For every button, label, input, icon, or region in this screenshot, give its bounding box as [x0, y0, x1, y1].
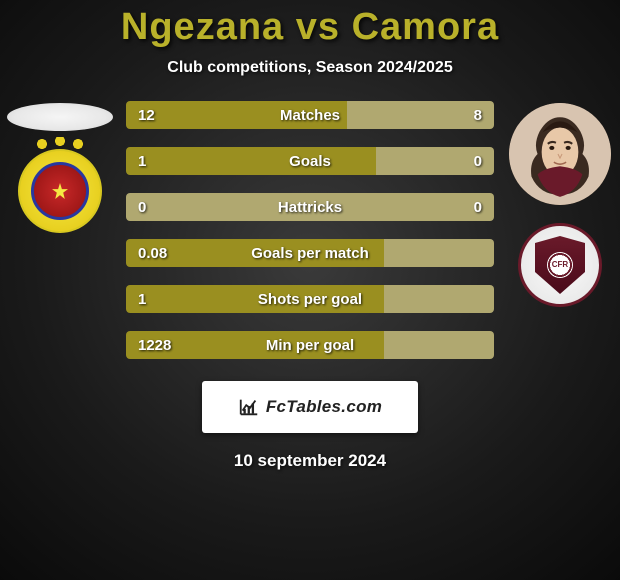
title-vs: vs: [296, 6, 340, 48]
stat-right-value: 0: [474, 199, 482, 216]
stat-bar-text: 1228 Min per goal: [126, 337, 494, 354]
right-side: CFR: [500, 101, 620, 307]
brand-box[interactable]: FcTables.com: [202, 381, 418, 433]
brand-text: FcTables.com: [266, 397, 382, 417]
stat-label: Goals: [289, 153, 331, 170]
chart-icon: [238, 396, 260, 418]
stat-bar-text: 1 Goals 0: [126, 153, 494, 170]
comparison-row: 12 Matches 8 1 Goals 0 0 Hattricks 0 0.08 Goals pe…: [0, 101, 620, 359]
stat-bar-text: 0 Hattricks 0: [126, 199, 494, 216]
title-player2: Camora: [352, 6, 500, 48]
title-player1: Ngezana: [121, 6, 284, 48]
stat-bar-text: 12 Matches 8: [126, 107, 494, 124]
stat-left-value: 1228: [138, 337, 171, 354]
subtitle: Club competitions, Season 2024/2025: [0, 59, 620, 77]
date-text: 10 september 2024: [0, 451, 620, 471]
stat-bar-text: 0.08 Goals per match: [126, 245, 494, 262]
club2-text: CFR: [552, 261, 568, 269]
player2-avatar: [509, 103, 611, 205]
page-title: Ngezana vs Camora: [0, 6, 620, 49]
stat-left-value: 1: [138, 153, 146, 170]
stat-row: 1 Goals 0: [126, 147, 494, 175]
stat-right-value: 8: [474, 107, 482, 124]
stat-bar-text: 1 Shots per goal: [126, 291, 494, 308]
stats-bars: 12 Matches 8 1 Goals 0 0 Hattricks 0 0.08 Goals pe…: [120, 101, 500, 359]
stat-row: 1 Shots per goal: [126, 285, 494, 313]
stat-row: 0.08 Goals per match: [126, 239, 494, 267]
player1-avatar: [7, 103, 113, 131]
stat-label: Min per goal: [266, 337, 354, 354]
left-side: [0, 101, 120, 233]
stat-row: 0 Hattricks 0: [126, 193, 494, 221]
stat-left-value: 0: [138, 199, 146, 216]
stat-left-value: 12: [138, 107, 155, 124]
stat-label: Shots per goal: [258, 291, 362, 308]
stat-right-value: 0: [474, 153, 482, 170]
stat-label: Goals per match: [251, 245, 369, 262]
stat-label: Hattricks: [278, 199, 342, 216]
stat-row: 1228 Min per goal: [126, 331, 494, 359]
stat-row: 12 Matches 8: [126, 101, 494, 129]
club1-badge: [18, 149, 102, 233]
stat-label: Matches: [280, 107, 340, 124]
stat-left-value: 0.08: [138, 245, 167, 262]
stat-left-value: 1: [138, 291, 146, 308]
club2-badge: CFR: [518, 223, 602, 307]
